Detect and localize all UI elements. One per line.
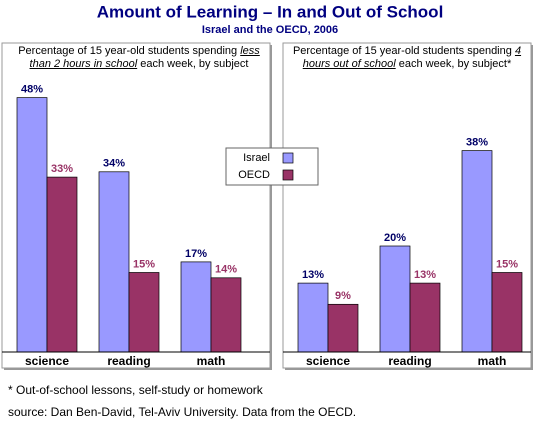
note-emphasis: less than 2 hours in school — [29, 45, 260, 70]
footnote: * Out-of-school lessons, self-study or h… — [8, 383, 264, 397]
note-emphasis: 4 hours out of school — [302, 45, 522, 70]
bar — [379, 245, 411, 353]
note-text: Percentage of 15 year-old students spend… — [18, 45, 238, 57]
chart-subtitle: Israel and the OECD, 2006 — [202, 24, 338, 36]
value-label: 38% — [466, 137, 488, 149]
bar — [16, 97, 48, 353]
bar — [128, 272, 160, 353]
x-tick-label: reading — [107, 354, 150, 368]
value-label: 34% — [103, 158, 125, 170]
value-label: 33% — [51, 163, 73, 175]
bar — [491, 272, 523, 353]
bar — [98, 171, 130, 353]
value-label: 13% — [302, 269, 324, 281]
legend-label: OECD — [238, 169, 270, 181]
bar — [210, 277, 242, 353]
bar — [409, 282, 441, 353]
value-label: 17% — [185, 248, 207, 260]
note-text: each week, by subject — [140, 58, 249, 70]
value-label: 15% — [133, 258, 155, 270]
legend-label: Israel — [243, 152, 270, 164]
value-label: 13% — [414, 269, 436, 281]
bar — [297, 282, 329, 353]
x-tick-label: reading — [388, 354, 431, 368]
bar — [46, 176, 78, 353]
x-tick-label: math — [197, 354, 226, 368]
x-tick-label: science — [306, 354, 350, 368]
x-tick-label: math — [478, 354, 507, 368]
value-label: 9% — [335, 290, 351, 302]
source: source: Dan Ben-David, Tel-Aviv Universi… — [8, 405, 356, 419]
value-label: 20% — [384, 232, 406, 244]
bar — [327, 303, 359, 353]
legend-swatch — [282, 152, 294, 164]
bar — [461, 150, 493, 353]
panel-note: Percentage of 15 year-old students spend… — [282, 45, 532, 71]
legend-swatch — [282, 169, 294, 181]
panel-note: Percentage of 15 year-old students spend… — [14, 45, 264, 71]
bar — [180, 261, 212, 353]
value-label: 48% — [21, 84, 43, 96]
note-text: each week, by subject* — [398, 58, 512, 70]
x-tick-label: science — [25, 354, 69, 368]
chart-title: Amount of Learning – In and Out of Schoo… — [97, 2, 444, 21]
value-label: 15% — [496, 258, 518, 270]
value-label: 14% — [215, 264, 237, 276]
note-text: Percentage of 15 year-old students spend… — [292, 45, 512, 57]
legend — [225, 147, 319, 186]
